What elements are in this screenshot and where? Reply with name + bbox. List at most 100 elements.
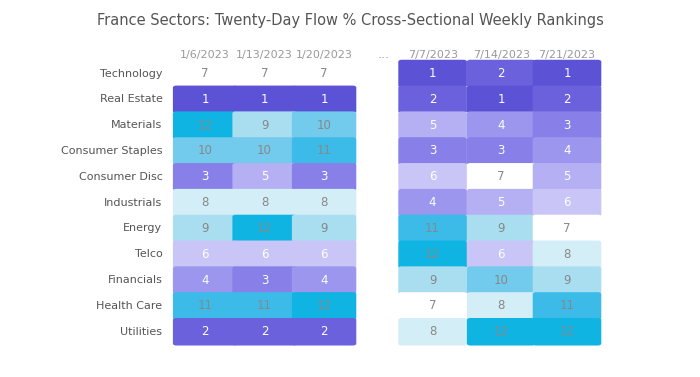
Text: 9: 9: [321, 222, 328, 235]
FancyBboxPatch shape: [292, 241, 356, 268]
Text: 11: 11: [316, 144, 332, 158]
FancyBboxPatch shape: [533, 266, 601, 294]
FancyBboxPatch shape: [292, 86, 356, 113]
FancyBboxPatch shape: [173, 241, 237, 268]
Text: 2: 2: [498, 67, 505, 80]
Text: 4: 4: [564, 144, 570, 158]
Text: 9: 9: [202, 222, 209, 235]
FancyBboxPatch shape: [173, 137, 237, 165]
FancyBboxPatch shape: [173, 189, 237, 216]
Text: Financials: Financials: [108, 275, 162, 285]
FancyBboxPatch shape: [292, 60, 356, 87]
Text: 5: 5: [261, 170, 268, 183]
FancyBboxPatch shape: [467, 292, 536, 320]
Text: 1/20/2023: 1/20/2023: [295, 50, 353, 60]
Text: 9: 9: [261, 119, 268, 132]
Text: 3: 3: [564, 119, 570, 132]
FancyBboxPatch shape: [467, 112, 536, 139]
FancyBboxPatch shape: [232, 292, 297, 320]
FancyBboxPatch shape: [467, 189, 536, 216]
Text: 8: 8: [429, 325, 436, 338]
Text: Utilities: Utilities: [120, 327, 162, 337]
Text: 8: 8: [261, 196, 268, 209]
Text: 7/7/2023: 7/7/2023: [407, 50, 458, 60]
Text: 3: 3: [498, 144, 505, 158]
Text: 8: 8: [202, 196, 209, 209]
Text: 10: 10: [197, 144, 213, 158]
FancyBboxPatch shape: [398, 112, 467, 139]
Text: 2: 2: [321, 325, 328, 338]
Text: 1: 1: [564, 67, 570, 80]
FancyBboxPatch shape: [398, 86, 467, 113]
FancyBboxPatch shape: [533, 189, 601, 216]
Text: 1: 1: [429, 67, 436, 80]
Text: 8: 8: [321, 196, 328, 209]
FancyBboxPatch shape: [467, 266, 536, 294]
Text: 12: 12: [197, 119, 213, 132]
FancyBboxPatch shape: [232, 318, 297, 345]
Text: 6: 6: [429, 170, 436, 183]
FancyBboxPatch shape: [292, 112, 356, 139]
Text: 1: 1: [321, 93, 328, 106]
Text: 2: 2: [564, 93, 570, 106]
Text: 1/6/2023: 1/6/2023: [180, 50, 230, 60]
Text: 2: 2: [261, 325, 268, 338]
Text: 7/21/2023: 7/21/2023: [538, 50, 596, 60]
Text: 7: 7: [564, 222, 570, 235]
Text: Consumer Disc: Consumer Disc: [78, 172, 162, 182]
Text: 4: 4: [202, 274, 209, 287]
FancyBboxPatch shape: [232, 163, 297, 190]
Text: 1: 1: [202, 93, 209, 106]
Text: 11: 11: [197, 299, 213, 313]
FancyBboxPatch shape: [232, 137, 297, 165]
Text: Materials: Materials: [111, 120, 162, 130]
Text: 10: 10: [494, 274, 509, 287]
Text: 11: 11: [559, 299, 575, 313]
FancyBboxPatch shape: [173, 112, 237, 139]
Text: 12: 12: [494, 325, 509, 338]
Text: Real Estate: Real Estate: [99, 94, 162, 104]
Text: Health Care: Health Care: [97, 301, 162, 311]
FancyBboxPatch shape: [232, 60, 297, 87]
Text: 6: 6: [202, 248, 209, 261]
Text: 12: 12: [257, 222, 272, 235]
Text: 9: 9: [498, 222, 505, 235]
FancyBboxPatch shape: [467, 163, 536, 190]
FancyBboxPatch shape: [533, 60, 601, 87]
Text: France Sectors: Twenty-Day Flow % Cross-Sectional Weekly Rankings: France Sectors: Twenty-Day Flow % Cross-…: [97, 13, 603, 28]
FancyBboxPatch shape: [467, 60, 536, 87]
Text: 1: 1: [498, 93, 505, 106]
Text: 4: 4: [429, 196, 436, 209]
FancyBboxPatch shape: [292, 137, 356, 165]
FancyBboxPatch shape: [533, 318, 601, 345]
FancyBboxPatch shape: [398, 189, 467, 216]
Text: 6: 6: [564, 196, 570, 209]
Text: 11: 11: [257, 299, 272, 313]
FancyBboxPatch shape: [232, 215, 297, 242]
Text: 12: 12: [425, 248, 440, 261]
Text: Industrials: Industrials: [104, 198, 162, 208]
Text: 3: 3: [261, 274, 268, 287]
FancyBboxPatch shape: [173, 266, 237, 294]
FancyBboxPatch shape: [398, 266, 467, 294]
FancyBboxPatch shape: [398, 318, 467, 345]
FancyBboxPatch shape: [292, 318, 356, 345]
Text: 9: 9: [429, 274, 436, 287]
Text: Consumer Staples: Consumer Staples: [61, 146, 162, 156]
FancyBboxPatch shape: [398, 163, 467, 190]
Text: 3: 3: [202, 170, 209, 183]
Text: 4: 4: [321, 274, 328, 287]
FancyBboxPatch shape: [232, 86, 297, 113]
Text: 10: 10: [316, 119, 332, 132]
FancyBboxPatch shape: [533, 112, 601, 139]
Text: 12: 12: [316, 299, 332, 313]
FancyBboxPatch shape: [173, 163, 237, 190]
FancyBboxPatch shape: [292, 163, 356, 190]
FancyBboxPatch shape: [173, 318, 237, 345]
Text: 5: 5: [564, 170, 570, 183]
FancyBboxPatch shape: [398, 137, 467, 165]
FancyBboxPatch shape: [467, 241, 536, 268]
Text: 3: 3: [429, 144, 436, 158]
FancyBboxPatch shape: [467, 215, 536, 242]
Text: 7: 7: [498, 170, 505, 183]
